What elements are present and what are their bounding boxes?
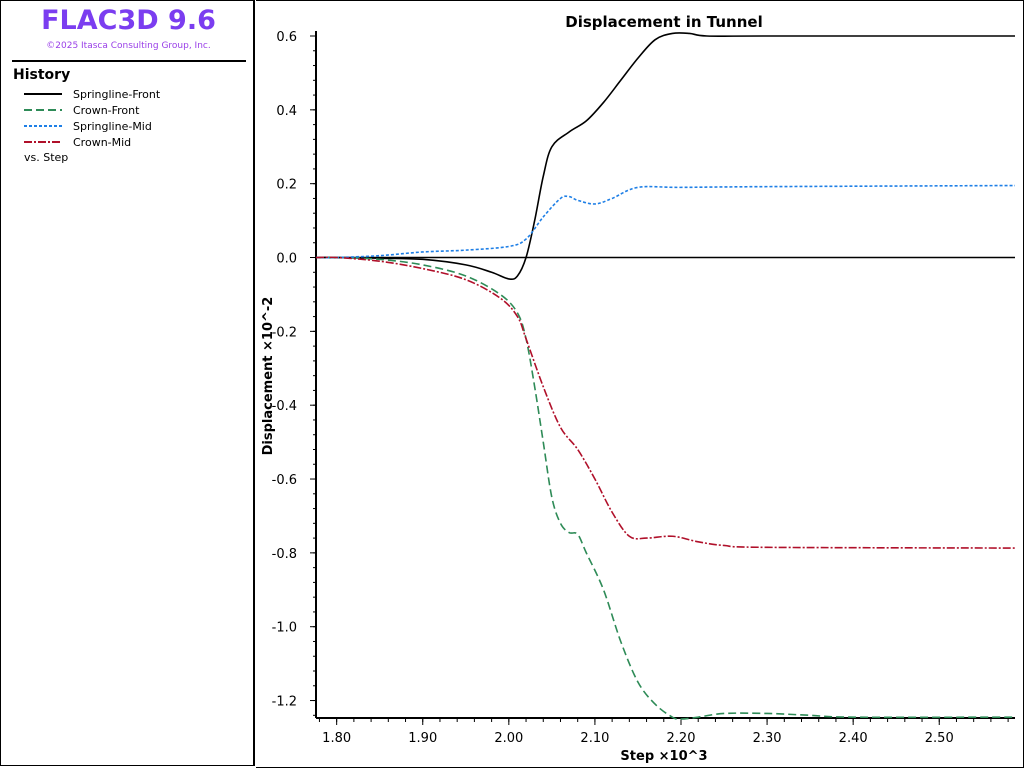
series-line-crown-mid xyxy=(315,256,1016,549)
y-axis-label: Displacement ×10^-2 xyxy=(261,297,276,456)
y-tick-label: 0.6 xyxy=(276,30,297,45)
x-axis-label: Step ×10^3 xyxy=(620,749,707,764)
y-tick-label: -0.6 xyxy=(272,473,297,488)
legend-item: Crown-Front xyxy=(24,102,139,118)
legend-item: Springline-Mid xyxy=(24,118,152,134)
legend-panel: FLAC3D 9.6 ©2025 Itasca Consulting Group… xyxy=(0,0,255,766)
x-tick-label: 1.90 xyxy=(408,731,437,746)
legend-heading: History xyxy=(13,67,71,83)
y-tick-label: 0.2 xyxy=(276,178,297,193)
legend-item: Crown-Mid xyxy=(24,134,131,150)
y-tick-label: -1.2 xyxy=(272,695,297,710)
legend-label: Crown-Front xyxy=(73,103,140,117)
y-tick-label: -1.0 xyxy=(272,621,297,636)
legend-vs-step: vs. Step xyxy=(24,151,69,164)
x-tick-label: 2.40 xyxy=(839,731,868,746)
y-tick-label: -0.8 xyxy=(272,547,297,562)
y-tick-label: 0.4 xyxy=(276,104,297,119)
legend-swatch xyxy=(24,125,62,127)
chart: Displacement in Tunnel 0.6 0.4 0.2 0.0 -0.2 -0… xyxy=(261,13,1016,764)
copyright: ©2025 Itasca Consulting Group, Inc. xyxy=(46,41,211,51)
series-line-crown-front xyxy=(315,256,1016,720)
x-tick-label: 2.10 xyxy=(580,731,609,746)
y-tick-label: -0.4 xyxy=(272,399,297,414)
y-tick-label: 0.0 xyxy=(276,252,297,267)
divider xyxy=(12,60,246,62)
x-tick-label: 2.30 xyxy=(753,731,782,746)
x-tick-label: 2.00 xyxy=(494,731,523,746)
legend-label: Springline-Mid xyxy=(73,119,152,133)
x-tick-label: 2.20 xyxy=(667,731,696,746)
series-line-springline-front xyxy=(315,32,1015,281)
legend-swatch xyxy=(24,109,62,111)
series-line-springline-mid xyxy=(315,184,1016,259)
legend-label: Crown-Mid xyxy=(73,135,132,149)
legend-swatch xyxy=(24,141,62,143)
legend-label: Springline-Front xyxy=(73,87,161,101)
plot-panel: Displacement in Tunnel 0.6 0.4 0.2 0.0 -0.2 -0… xyxy=(256,0,1024,768)
legend-swatch xyxy=(24,93,62,95)
legend-item: Springline-Front xyxy=(24,86,160,102)
app-title: FLAC3D 9.6 xyxy=(41,5,216,36)
chart-title: Displacement in Tunnel xyxy=(565,13,762,31)
x-tick-label: 2.50 xyxy=(925,731,954,746)
x-tick-label: 1.80 xyxy=(322,731,351,746)
y-tick-label: -0.2 xyxy=(272,325,297,340)
